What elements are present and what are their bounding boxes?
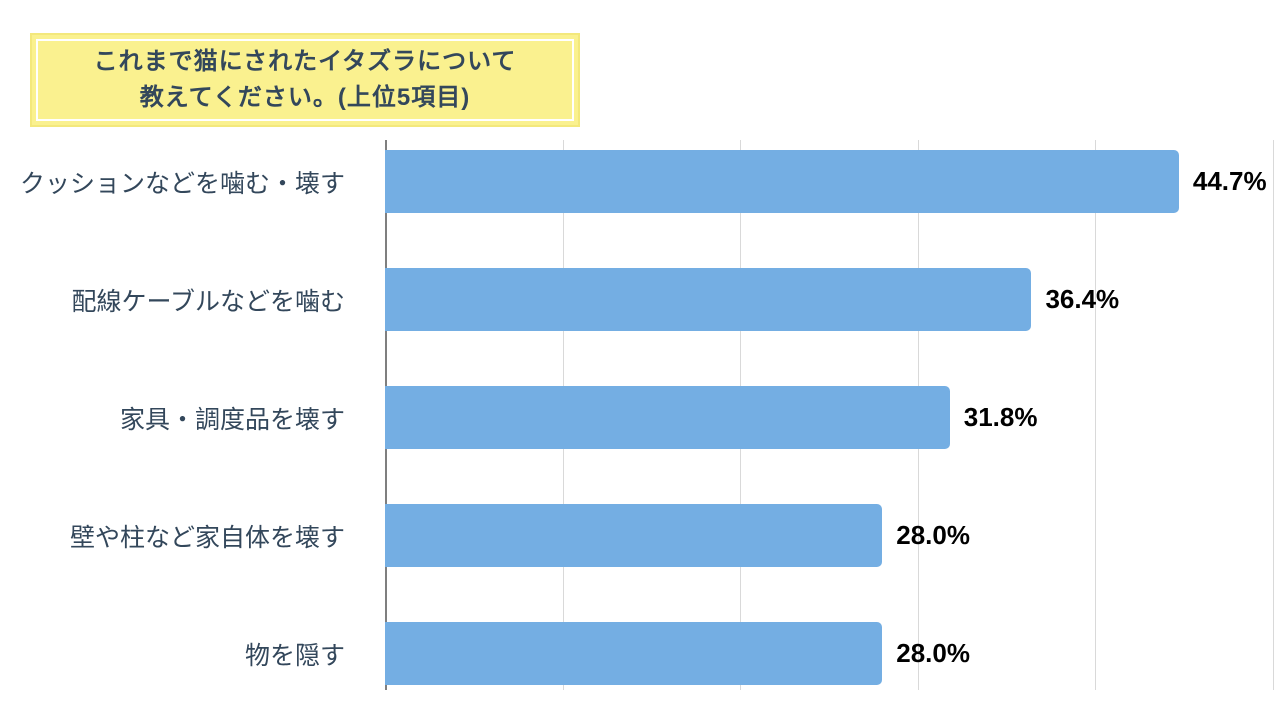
value-label: 28.0% <box>896 638 970 668</box>
bar-cable <box>385 268 1032 331</box>
value-label: 44.7% <box>1192 166 1267 196</box>
category-label: 配線ケーブルなどを噛む <box>71 287 345 316</box>
category-label: 家具・調度品を壊す <box>119 405 345 434</box>
bar-row: 配線ケーブルなどを噛む 36.4% <box>0 268 1280 331</box>
bar-hide <box>385 622 883 685</box>
category-label: 壁や柱など家自体を壊す <box>69 523 345 552</box>
bar-furniture <box>385 386 950 449</box>
value-label: 31.8% <box>963 402 1038 432</box>
value-label: 28.0% <box>896 520 970 550</box>
bar-row: 家具・調度品を壊す 31.8% <box>0 386 1280 449</box>
chart-title: これまで猫にされたイタズラについて 教えてください。(上位5項目) <box>94 44 517 116</box>
bar-row: クッションなどを噛む・壊す 44.7% <box>0 150 1280 213</box>
chart-title-box: これまで猫にされたイタズラについて 教えてください。(上位5項目) <box>30 33 580 127</box>
chart-title-line-2: 教えてください。(上位5項目) <box>139 84 471 111</box>
bar-row: 物を隠す 28.0% <box>0 622 1280 685</box>
chart-title-line-1: これまで猫にされたイタズラについて <box>93 48 517 75</box>
bar-walls <box>385 504 883 567</box>
bar-cushion <box>385 150 1179 213</box>
bar-row: 壁や柱など家自体を壊す 28.0% <box>0 504 1280 567</box>
category-label: 物を隠す <box>244 641 345 670</box>
value-label: 36.4% <box>1045 284 1120 314</box>
category-label: クッションなどを噛む・壊す <box>19 169 345 198</box>
